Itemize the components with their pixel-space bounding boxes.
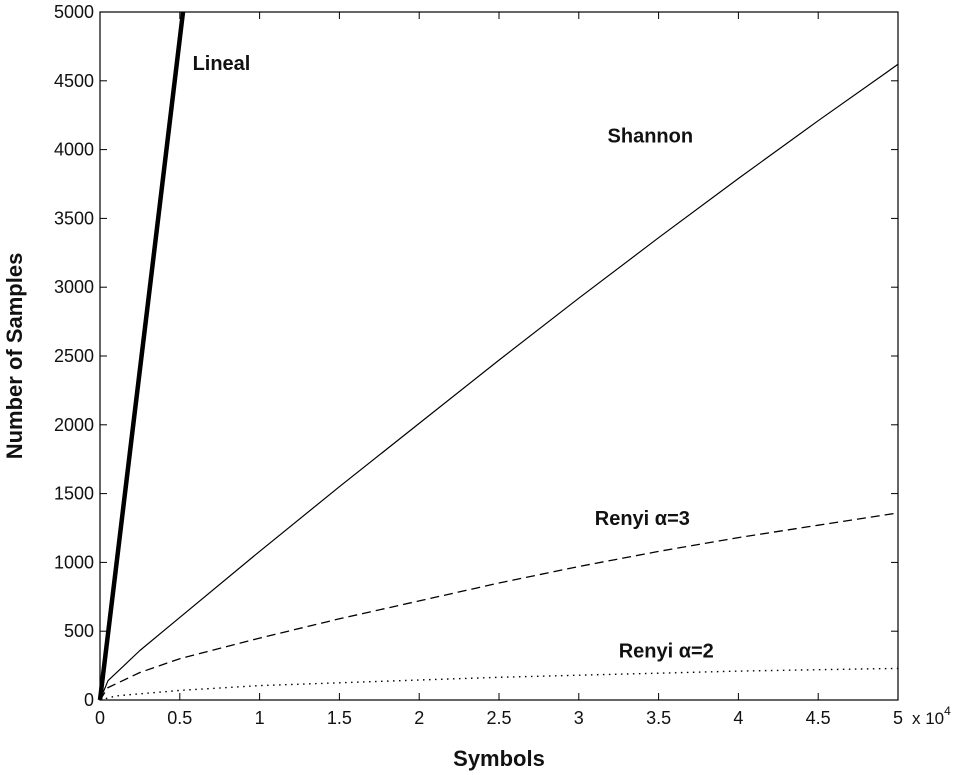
series-label: Renyi α=2 [619,640,714,662]
y-tick-label: 2000 [54,415,94,435]
y-tick-label: 4000 [54,140,94,160]
x-axis-multiplier-exponent: 4 [944,704,951,718]
y-axis-title: Number of Samples [2,253,27,460]
x-tick-label: 3.5 [646,708,671,728]
plot-frame [99,11,899,701]
series-line-renyi-3 [99,512,899,701]
y-tick-label: 5000 [54,2,94,22]
x-tick-label: 2 [414,708,424,728]
plot-area-border [99,11,899,701]
y-tick-label: 2500 [54,346,94,366]
x-axis-title: Symbols [453,746,545,771]
x-tick-label: 0.5 [167,708,192,728]
x-tick-label: 5 [893,708,903,728]
y-tick-label: 0 [84,690,94,710]
series-line-shannon [99,63,899,701]
series-annotations: Lineal Shannon Renyi α=3 Renyi α=2 [193,53,714,663]
x-tick-label: 1 [255,708,265,728]
series-label: Lineal [193,53,251,75]
x-tick-label: 4.5 [806,708,831,728]
x-axis-multiplier-base: x 10 [912,709,944,728]
x-axis-multiplier: x 104 [912,704,951,728]
y-tick-label: 500 [64,621,94,641]
axis-ticks: 0 0.5 1 1.5 2 2.5 3 3.5 4 4.5 5 0 500 1000 1500 2000 250… [54,2,903,728]
x-tick-label: 0 [95,708,105,728]
x-tick-label: 3 [574,708,584,728]
y-tick-label: 1500 [54,484,94,504]
x-tick-label: 1.5 [327,708,352,728]
series-label: Renyi α=3 [595,508,690,530]
x-tick-label: 2.5 [486,708,511,728]
series-line-lineal [97,11,186,701]
series-label: Shannon [608,126,694,148]
x-tick-label: 4 [733,708,743,728]
y-tick-label: 4500 [54,71,94,91]
y-tick-label: 1000 [54,552,94,572]
y-tick-label: 3500 [54,208,94,228]
series-lines [97,11,899,701]
y-tick-label: 3000 [54,277,94,297]
series-line-renyi-2 [99,667,899,701]
